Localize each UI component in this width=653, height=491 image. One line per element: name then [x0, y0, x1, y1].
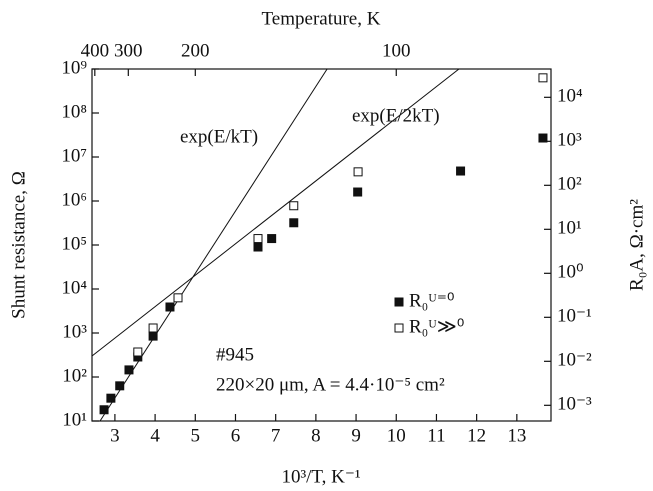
data-point — [538, 73, 548, 83]
y-tick-label: 10⁵ — [61, 233, 87, 254]
plot-area — [92, 69, 548, 421]
fit-line — [92, 69, 460, 357]
data-point — [267, 234, 277, 244]
data-point — [173, 293, 183, 303]
legend-marker — [394, 297, 404, 307]
x-tick-label: 10 — [387, 425, 406, 446]
data-point — [133, 347, 143, 357]
x2-tick-label: 400 — [81, 40, 110, 61]
y-tick-label: 10¹ — [62, 409, 87, 430]
data-point — [353, 187, 363, 197]
x-axis-title: 10³/T, K⁻¹ — [281, 466, 360, 487]
fit-line — [99, 69, 328, 421]
y2-tick-label: 10³ — [557, 130, 582, 151]
y2-tick-label: 10¹ — [557, 218, 582, 239]
x-tick-label: 3 — [110, 425, 120, 446]
data-point — [456, 166, 466, 176]
y-tick-label: 10² — [62, 365, 87, 386]
data-point — [115, 381, 125, 391]
x-tick-label: 4 — [150, 425, 160, 446]
y-tick-label: 10⁹ — [61, 57, 87, 78]
fit-label: exp(E/kT) — [180, 126, 258, 147]
x-tick-label: 11 — [427, 425, 445, 446]
data-point — [353, 167, 363, 177]
data-point — [148, 331, 158, 341]
y-tick-label: 10⁴ — [61, 277, 87, 298]
y2-tick-label: 10⁴ — [557, 86, 583, 107]
annotation: #945 — [216, 344, 254, 365]
y2-tick-label: 10⁻³ — [557, 394, 592, 415]
data-point — [106, 393, 116, 403]
x-tick-label: 6 — [231, 425, 241, 446]
y-tick-label: 10⁸ — [61, 101, 87, 122]
x-tick-label: 9 — [351, 425, 361, 446]
y2-tick-label: 10² — [557, 174, 582, 195]
data-point — [165, 302, 175, 312]
y-tick-label: 10⁶ — [61, 189, 87, 210]
y2-tick-label: 10⁻² — [557, 350, 592, 371]
data-point — [289, 218, 299, 228]
plot-frame — [91, 68, 552, 422]
x-tick-label: 7 — [271, 425, 281, 446]
data-point — [253, 242, 263, 252]
y2-tick-label: 10⁰ — [557, 262, 584, 283]
data-point — [253, 234, 263, 244]
x-tick-label: 13 — [507, 425, 526, 446]
y-tick-label: 10⁷ — [61, 145, 87, 166]
data-point — [538, 133, 548, 143]
data-point — [124, 365, 134, 375]
y-tick-label: 10³ — [62, 321, 87, 342]
legend-marker — [394, 323, 404, 333]
annotation: 220×20 μm, A = 4.4·10⁻⁵ cm² — [216, 374, 445, 395]
y-axis-title: Shunt resistance, Ω — [8, 171, 29, 319]
fit-label: exp(E/2kT) — [352, 105, 440, 126]
x-tick-label: 8 — [311, 425, 321, 446]
x2-tick-label: 200 — [181, 40, 210, 61]
legend-label: R₀ᵁ≫⁰ — [409, 316, 464, 337]
x2-axis-title: Temperature, K — [262, 8, 381, 29]
x-tick-label: 12 — [467, 425, 486, 446]
x2-tick-label: 300 — [114, 40, 143, 61]
data-point — [148, 323, 158, 333]
x-tick-label: 5 — [191, 425, 201, 446]
data-point — [99, 405, 109, 415]
legend-label: R₀ᵁ⁼⁰ — [409, 290, 455, 311]
y2-tick-label: 10⁻¹ — [557, 306, 592, 327]
x2-tick-label: 100 — [382, 40, 411, 61]
y2-axis-title: R₀A, Ω·cm² — [626, 199, 647, 291]
data-point — [289, 201, 299, 211]
